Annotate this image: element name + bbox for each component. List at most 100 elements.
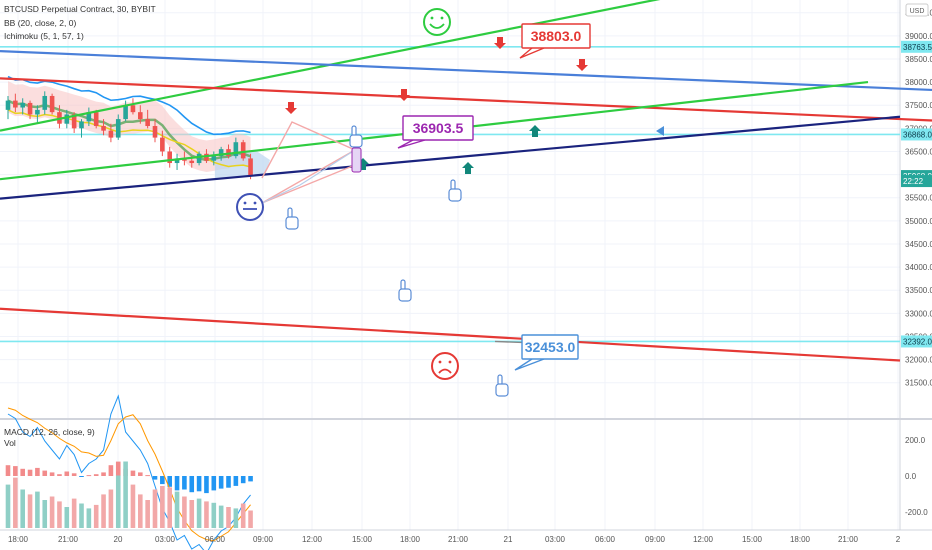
candle-body bbox=[218, 149, 224, 157]
trend-line[interactable] bbox=[0, 115, 901, 200]
candles bbox=[5, 91, 253, 180]
price-marker-box[interactable] bbox=[901, 40, 932, 53]
neutral-face-icon[interactable] bbox=[236, 193, 264, 221]
callout-box bbox=[402, 115, 474, 141]
drawing-markers[interactable] bbox=[236, 8, 664, 397]
macd-histogram-bar bbox=[5, 465, 11, 476]
legend-macd[interactable]: MACD (12, 26, close, 9) bbox=[4, 427, 95, 437]
face-eye bbox=[243, 201, 247, 205]
price-callout[interactable]: 36903.5 bbox=[397, 115, 474, 149]
price-marker-box[interactable] bbox=[901, 175, 932, 188]
legend-bollinger-bands[interactable]: BB (20, close, 2, 0) bbox=[4, 18, 77, 28]
time-tick-label: 06:00 bbox=[595, 535, 616, 544]
candle-body bbox=[101, 126, 106, 131]
macd-histogram-bar bbox=[13, 466, 18, 476]
pointer-palm bbox=[285, 216, 299, 230]
sad-face-icon[interactable] bbox=[431, 352, 459, 380]
trend-line[interactable] bbox=[0, 307, 901, 362]
candle-body bbox=[13, 100, 18, 108]
arrow-up-icon[interactable] bbox=[529, 125, 541, 137]
measure-marker[interactable] bbox=[351, 147, 362, 173]
face-outline bbox=[423, 8, 451, 36]
ichimoku-cloud-area bbox=[8, 81, 251, 172]
macd-histogram-bar bbox=[108, 465, 114, 476]
macd-histogram-bar bbox=[20, 468, 25, 476]
hand-pointer-icon[interactable] bbox=[398, 279, 412, 302]
arrow-up-icon[interactable] bbox=[462, 162, 474, 174]
trend-line[interactable] bbox=[0, 77, 932, 122]
price-callout[interactable]: 32453.0 bbox=[514, 334, 579, 371]
legend-ichimoku[interactable]: Ichimoku (5, 1, 57, 1) bbox=[4, 31, 84, 41]
macd-histogram-bar bbox=[174, 476, 180, 491]
macd-axis: 200.0 0.0 -200.0 bbox=[905, 436, 928, 517]
volume-bar bbox=[64, 507, 70, 528]
macd-histogram-bar bbox=[138, 472, 143, 476]
macd-histogram-bar bbox=[240, 476, 246, 484]
hand-pointer-icon[interactable] bbox=[448, 179, 462, 202]
volume-bar bbox=[196, 498, 202, 528]
ichimoku-cloud bbox=[7, 81, 270, 178]
volume-bar bbox=[57, 501, 62, 528]
time-tick-label: 15:00 bbox=[742, 535, 763, 544]
callout-pointer bbox=[514, 358, 545, 371]
arrow-down-icon[interactable] bbox=[494, 37, 506, 49]
trend-lines[interactable] bbox=[0, 0, 932, 362]
price-tick-label: 34000.0 bbox=[905, 263, 932, 272]
volume-bar bbox=[218, 505, 224, 528]
candle-body bbox=[49, 95, 55, 113]
price-marker-label: 36868.0 bbox=[903, 130, 932, 139]
hand-pointer-icon[interactable] bbox=[495, 374, 509, 397]
macd-histogram-bar bbox=[196, 476, 202, 492]
volume-bar bbox=[123, 461, 128, 528]
candle-body bbox=[240, 142, 246, 159]
price-callout[interactable]: 38803.0 bbox=[519, 23, 591, 59]
price-tick-label: 32000.0 bbox=[905, 356, 932, 365]
price-marker-box[interactable] bbox=[901, 128, 932, 141]
price-tick-label: 34500.0 bbox=[905, 240, 932, 249]
price-axis[interactable]: 39500.039000.038500.038000.037500.037000… bbox=[901, 3, 932, 388]
candle-body bbox=[152, 126, 158, 138]
macd-tick-label: 0.0 bbox=[905, 472, 917, 481]
volume-bar bbox=[35, 491, 40, 528]
macd-histogram-bar bbox=[189, 476, 195, 493]
volume-bar bbox=[174, 491, 180, 528]
happy-face-icon[interactable] bbox=[423, 8, 451, 36]
candle-body bbox=[174, 158, 180, 164]
volume-bar bbox=[167, 487, 172, 528]
price-marker-box[interactable] bbox=[901, 335, 932, 348]
callout-box bbox=[521, 334, 579, 360]
price-tick-label: 33000.0 bbox=[905, 309, 932, 318]
macd-histogram-bar bbox=[35, 467, 40, 476]
price-tick-label: 31500.0 bbox=[905, 379, 932, 388]
trend-line[interactable] bbox=[0, 50, 932, 92]
trend-line[interactable] bbox=[0, 0, 730, 132]
arrow-down-icon[interactable] bbox=[285, 102, 297, 114]
arrow-down-icon[interactable] bbox=[398, 89, 410, 101]
macd-histogram-bar bbox=[27, 469, 33, 476]
currency-box[interactable] bbox=[905, 3, 929, 17]
macd-histogram-bar bbox=[204, 476, 209, 494]
hand-pointer-icon[interactable] bbox=[285, 207, 299, 230]
candle-body bbox=[115, 119, 121, 138]
volume-bar bbox=[93, 504, 99, 528]
time-tick-label: 09:00 bbox=[645, 535, 666, 544]
macd-histogram-bar bbox=[145, 475, 150, 477]
volume-bar bbox=[86, 508, 92, 528]
time-axis[interactable]: 18:00 21:00 20 03:00 06:00 09:00 12:00 15:00 18:… bbox=[8, 535, 901, 544]
volume-bar bbox=[42, 500, 48, 528]
legend-symbol[interactable]: BTCUSD Perpetual Contract, 30, BYBIT bbox=[4, 4, 156, 14]
time-tick-label: 12:00 bbox=[302, 535, 323, 544]
volume-bar bbox=[240, 503, 246, 528]
macd-histogram-bar bbox=[160, 476, 165, 485]
legend-volume[interactable]: Vol bbox=[4, 438, 16, 448]
macd-histogram-bar bbox=[226, 476, 231, 488]
volume-bar bbox=[204, 501, 209, 528]
arrow-down-icon[interactable] bbox=[576, 59, 588, 71]
hand-pointer-icon[interactable] bbox=[349, 125, 363, 148]
callout-box bbox=[521, 23, 591, 49]
candle-body bbox=[130, 105, 136, 113]
price-callouts[interactable]: 38803.0 36903.5 32453.0 bbox=[397, 23, 591, 371]
time-tick-label: 03:00 bbox=[545, 535, 566, 544]
arrow-left-icon[interactable] bbox=[656, 126, 664, 136]
